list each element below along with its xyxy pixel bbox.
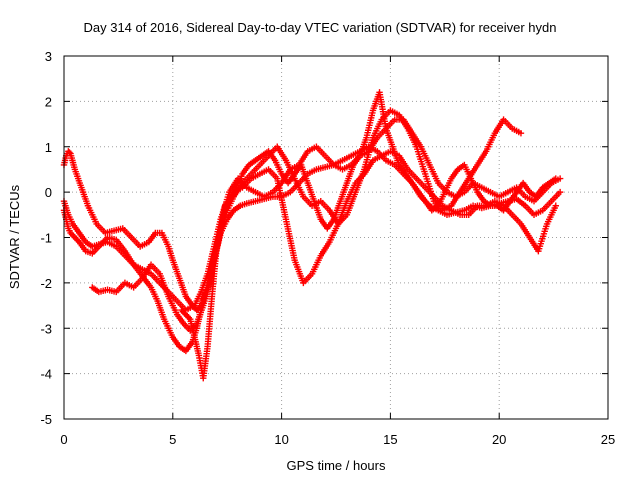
grid-lines: [64, 56, 608, 419]
x-tick-label: 25: [601, 432, 615, 447]
x-tick-label: 10: [274, 432, 288, 447]
y-tick-label: 3: [45, 49, 52, 64]
data-point: [552, 175, 559, 182]
y-tick-label: -2: [40, 276, 52, 291]
data-point: [66, 149, 73, 156]
plot-frame: [63, 55, 609, 420]
chart-title: Day 314 of 2016, Sidereal Day-to-day VTE…: [83, 20, 556, 35]
y-tick-label: 1: [45, 140, 52, 155]
y-tick-label: 0: [45, 185, 52, 200]
x-tick-label: 5: [169, 432, 176, 447]
y-tick-label: -4: [40, 367, 52, 382]
x-tick-label: 20: [492, 432, 506, 447]
x-tick-label: 0: [60, 432, 67, 447]
y-tick-label: -1: [40, 231, 52, 246]
y-tick-label: -5: [40, 412, 52, 427]
y-tick-label: -3: [40, 321, 52, 336]
data-point: [556, 188, 564, 196]
data-point: [517, 129, 525, 137]
x-axis-label: GPS time / hours: [287, 458, 386, 473]
x-tick-label: 15: [383, 432, 397, 447]
axis-ticks: 0 5 10 15 20 25 -5 -4 -3 -2 -1 0 1 2 3: [40, 49, 615, 447]
data-point: [552, 202, 559, 209]
data-points: [60, 89, 564, 382]
y-axis-label: SDTVAR / TECUs: [7, 184, 22, 289]
y-tick-label: 2: [45, 94, 52, 109]
